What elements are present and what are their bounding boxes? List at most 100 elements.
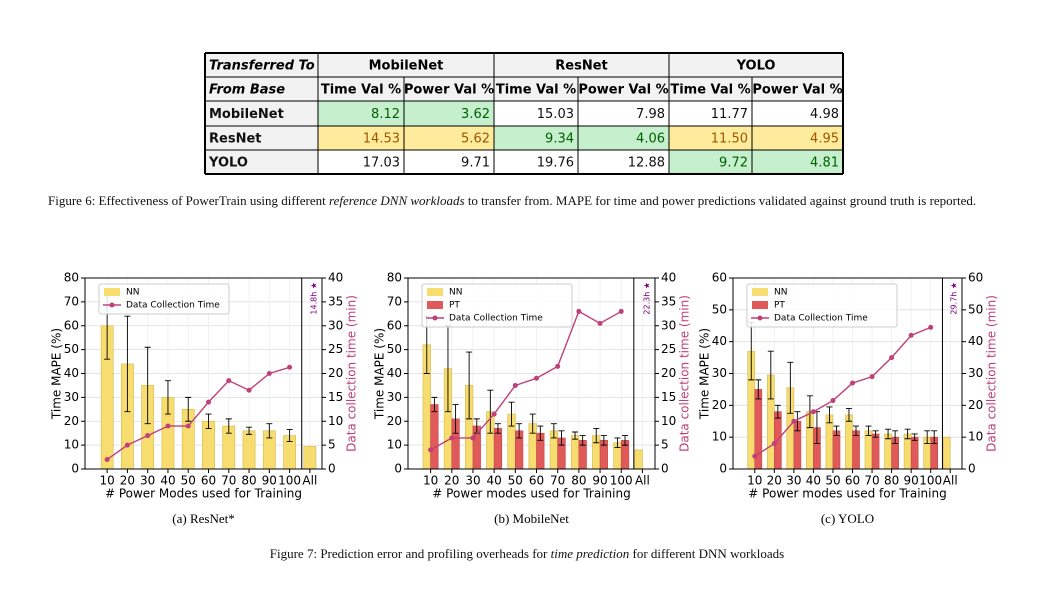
legend-label: PT — [449, 301, 460, 311]
table-subheader: Power Val % — [752, 83, 842, 98]
x-tick-label: 40 — [160, 474, 175, 488]
table-header: ResNet — [555, 59, 607, 74]
y2-tick-label: 5 — [661, 438, 669, 452]
y-tick-label: 60 — [712, 271, 727, 285]
line-marker — [206, 399, 211, 405]
bar — [910, 436, 919, 470]
x-tick-label: 50 — [181, 474, 196, 488]
error-bar — [205, 413, 212, 429]
x-tick-label: 70 — [550, 474, 565, 488]
error-bar — [431, 396, 438, 413]
error-bar — [466, 351, 473, 420]
table-cell: ResNet — [209, 132, 261, 147]
y2-tick-label: 25 — [328, 342, 343, 356]
table-cell: MobileNet — [209, 107, 284, 122]
y2-tick-label: 0 — [968, 462, 976, 476]
chart: 0 10 20 30 40 50 60 0 10 20 30 40 50 60 10 20 30 40 50 60 70… — [698, 271, 999, 526]
x-tick-label: 40 — [806, 474, 821, 488]
x-tick-label: All — [302, 474, 317, 488]
line-marker — [830, 398, 836, 404]
table-cell: 4.98 — [810, 107, 839, 122]
table-cell: 8.12 — [371, 107, 400, 122]
legend-swatch — [427, 301, 443, 309]
line-marker — [791, 418, 797, 424]
error-bar — [924, 430, 931, 444]
error-bar — [144, 346, 151, 425]
y-tick-label: 30 — [387, 390, 402, 404]
x-tick-label: All — [635, 474, 650, 488]
error-bar — [794, 411, 801, 432]
line-marker — [810, 409, 816, 415]
x-tick-label: 80 — [571, 474, 586, 488]
table-subheader: Time Val % — [321, 83, 401, 98]
error-bar — [246, 426, 253, 435]
x-axis-label: # Power modes used for Training — [748, 487, 946, 501]
error-bar — [266, 423, 273, 439]
bar — [570, 435, 580, 470]
y-tick-label: 80 — [387, 271, 402, 285]
legend-swatch-marker — [109, 302, 115, 308]
line-marker — [889, 355, 895, 361]
error-bar — [787, 361, 794, 414]
y2-tick-label: 10 — [328, 414, 343, 428]
error-bar — [885, 428, 892, 440]
y2-tick-label: 5 — [328, 438, 336, 452]
table-subheader: Power Val % — [578, 83, 668, 98]
y-tick-label: 80 — [64, 271, 79, 285]
error-bar — [600, 435, 607, 446]
bar — [634, 449, 643, 470]
caption-text: Figure 6: Effectiveness of PowerTrain us… — [48, 193, 330, 208]
caption-text: reference DNN workloads — [329, 193, 465, 208]
error-bar — [826, 406, 833, 424]
error-bar — [286, 429, 293, 442]
x-tick-label: 50 — [508, 474, 523, 488]
chart: 0 10 20 30 40 50 60 70 80 0 5 10 15 20 25 30 35 40 10 20 30 4… — [373, 271, 692, 526]
error-bar — [558, 430, 565, 446]
error-bar — [833, 425, 840, 437]
error-bar — [593, 427, 600, 444]
error-bar — [892, 430, 899, 444]
y-tick-label: 50 — [387, 342, 402, 356]
y-tick-label: 20 — [64, 414, 79, 428]
y2-tick-label: 30 — [661, 318, 676, 332]
y-tick-label: 30 — [712, 366, 727, 380]
error-bar — [572, 431, 579, 440]
y2-axis-label: Data collection time (min) — [985, 295, 999, 452]
y2-tick-label: 20 — [661, 366, 676, 380]
legend-label: NN — [126, 288, 139, 298]
table-cell: 19.76 — [537, 156, 574, 171]
table-cell: 11.77 — [711, 107, 748, 122]
table-cell: 5.62 — [461, 132, 490, 147]
plot-frame — [732, 277, 963, 470]
error-bar — [755, 379, 762, 400]
x-tick-label: 10 — [423, 474, 438, 488]
x-tick-label: 100 — [610, 474, 633, 488]
x-tick-label: 10 — [99, 474, 114, 488]
legend-label: NN — [449, 288, 462, 298]
line-marker — [752, 453, 758, 459]
y2-tick-label: 40 — [968, 334, 983, 348]
legend-swatch-marker — [432, 315, 438, 321]
y2-tick-label: 10 — [661, 414, 676, 428]
bar — [864, 430, 873, 470]
legend-swatch-marker — [757, 315, 763, 321]
y2-tick-label: 60 — [968, 271, 983, 285]
table-cell: YOLO — [208, 156, 248, 171]
x-tick-label: All — [943, 474, 958, 488]
legend-swatch — [104, 288, 120, 296]
legend-label: Data Collection Time — [126, 301, 220, 311]
bar — [832, 430, 841, 470]
line-marker — [869, 374, 875, 380]
y2-tick-label: 10 — [968, 430, 983, 444]
x-tick-label: 50 — [825, 474, 840, 488]
line-marker — [185, 423, 191, 429]
legend-label: PT — [774, 301, 785, 311]
legend-swatch — [427, 288, 443, 296]
table-cell-bg — [752, 126, 843, 150]
annotation: 22.3h ★ — [643, 282, 652, 315]
table-header: Transferred To — [209, 59, 315, 74]
line — [430, 310, 622, 451]
table-subheader: Power Val % — [404, 83, 494, 98]
x-tick-label: 70 — [864, 474, 879, 488]
